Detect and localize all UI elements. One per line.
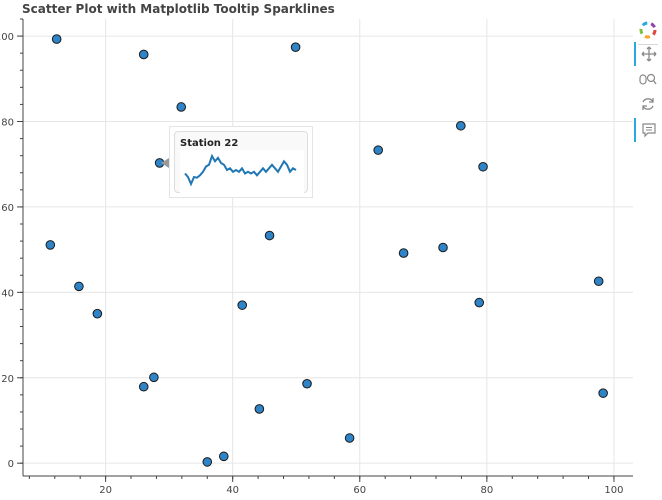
- y-tick-label: 80: [1, 118, 14, 129]
- scatter-points[interactable]: [45, 34, 608, 467]
- scatter-point[interactable]: [344, 433, 355, 443]
- reset-tool-button[interactable]: [634, 92, 662, 116]
- x-tick-label: 20: [99, 485, 112, 496]
- sparkline-chart: [180, 150, 304, 194]
- chart-title: Scatter Plot with Matplotlib Tooltip Spa…: [22, 2, 335, 16]
- scatter-point[interactable]: [478, 161, 488, 172]
- y-tick-label: 100: [0, 32, 14, 43]
- scatter-point[interactable]: [373, 145, 383, 155]
- hover-icon: [642, 123, 656, 138]
- tooltip-arrow: [161, 158, 169, 168]
- box-zoom-tool-button[interactable]: [634, 68, 662, 92]
- scatter-point[interactable]: [593, 276, 604, 287]
- scatter-point[interactable]: [398, 248, 409, 258]
- x-tick-label: 80: [480, 485, 493, 496]
- hover-tool-button[interactable]: [634, 118, 662, 142]
- box-zoom-icon: [639, 73, 657, 85]
- scatter-point[interactable]: [138, 49, 149, 60]
- scatter-point[interactable]: [176, 102, 187, 112]
- x-tick-label: 40: [226, 485, 239, 496]
- sparkline-line: [184, 153, 297, 187]
- reset-icon: [642, 98, 654, 110]
- tooltip-card: Station 22: [174, 131, 308, 194]
- y-tick-label: 0: [8, 459, 14, 470]
- x-tick-label: 60: [353, 485, 366, 496]
- toolbar-divider: [638, 44, 658, 45]
- scatter-point[interactable]: [45, 240, 56, 250]
- y-tick-label: 60: [1, 203, 14, 214]
- scatter-point[interactable]: [218, 451, 229, 462]
- scatter-point[interactable]: [456, 120, 466, 131]
- scatter-point[interactable]: [202, 457, 213, 467]
- scatter-point[interactable]: [138, 381, 149, 392]
- scatter-point[interactable]: [92, 308, 103, 319]
- pan-icon: [641, 46, 657, 62]
- tooltip-title: Station 22: [180, 138, 239, 149]
- scatter-point[interactable]: [302, 378, 312, 389]
- scatter-point[interactable]: [474, 297, 485, 308]
- pan-tool-button[interactable]: [634, 42, 662, 66]
- y-tick-label: 20: [1, 374, 14, 385]
- axes: 20 40 60 80 100 0 20 40 60 80 100: [0, 18, 633, 496]
- scatter-point[interactable]: [237, 300, 248, 310]
- hover-tooltip: Station 22: [169, 126, 313, 198]
- grid: [23, 19, 633, 476]
- scatter-point[interactable]: [290, 42, 301, 52]
- scatter-point[interactable]: [254, 404, 265, 414]
- scatter-point[interactable]: [149, 372, 159, 383]
- bokeh-logo-icon[interactable]: [634, 18, 662, 42]
- scatter-point[interactable]: [264, 230, 275, 241]
- scatter-point[interactable]: [74, 281, 84, 292]
- x-tick-label: 100: [604, 485, 623, 496]
- sparkline-background: [180, 150, 304, 194]
- scatter-point[interactable]: [598, 388, 608, 398]
- scatter-point[interactable]: [51, 34, 62, 44]
- y-tick-label: 40: [1, 288, 14, 299]
- scatter-point[interactable]: [438, 242, 448, 253]
